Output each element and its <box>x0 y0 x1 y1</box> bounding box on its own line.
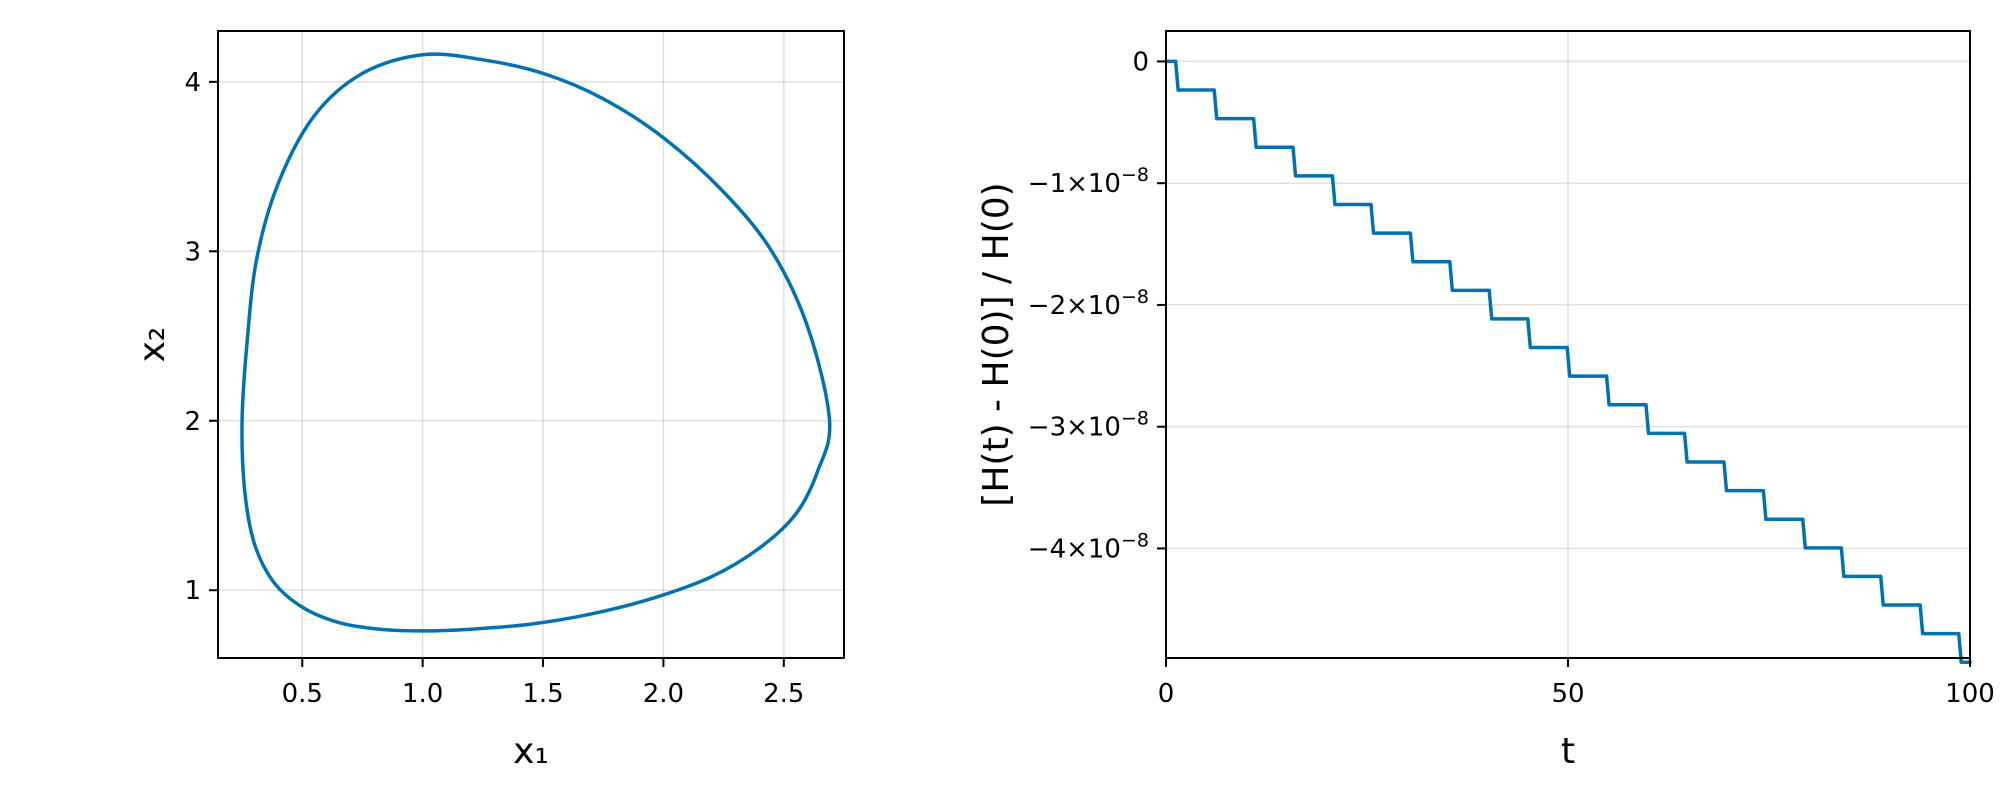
series-line <box>1164 59 1972 665</box>
y-tick-label: 4 <box>184 68 201 98</box>
y-tick-label: −1×10−8 <box>1028 164 1149 199</box>
x-tick-label: 1.0 <box>402 679 443 709</box>
y-tick-label: −3×10−8 <box>1028 408 1149 443</box>
y-tick-label: 0 <box>1132 47 1149 77</box>
y-tick-label: 2 <box>184 407 201 437</box>
x-tick-label: 50 <box>1551 679 1584 709</box>
y-tick-label: 1 <box>184 576 201 606</box>
plot-frame <box>217 30 845 659</box>
x-tick-label: 2.0 <box>643 679 684 709</box>
y-tick-label: −2×10−8 <box>1028 286 1149 321</box>
x-tick-label: 2.5 <box>763 679 804 709</box>
x-tick-label: 1.5 <box>522 679 563 709</box>
x-axis-label: x₁ <box>513 731 549 772</box>
series-line <box>240 52 832 633</box>
y-tick-label: −4×10−8 <box>1028 529 1149 564</box>
x-tick-label: 100 <box>1945 679 1995 709</box>
energy-error-plot: 0 50 100 0 −1×10−8 −2×10−8 −3×10−8 −4×10−8 t [H(t… <box>976 30 1995 772</box>
phase-plot: 0.5 1.0 1.5 2.0 2.5 1 2 3 4 x₁ x₂ <box>132 30 845 772</box>
x-tick-label: 0 <box>1158 679 1175 709</box>
y-axis-label: x₂ <box>132 327 173 363</box>
x-axis-label: t <box>1561 731 1575 772</box>
y-tick-label: 3 <box>184 237 201 267</box>
x-tick-label: 0.5 <box>282 679 323 709</box>
y-axis-label: [H(t) - H(0)] / H(0) <box>976 182 1017 506</box>
